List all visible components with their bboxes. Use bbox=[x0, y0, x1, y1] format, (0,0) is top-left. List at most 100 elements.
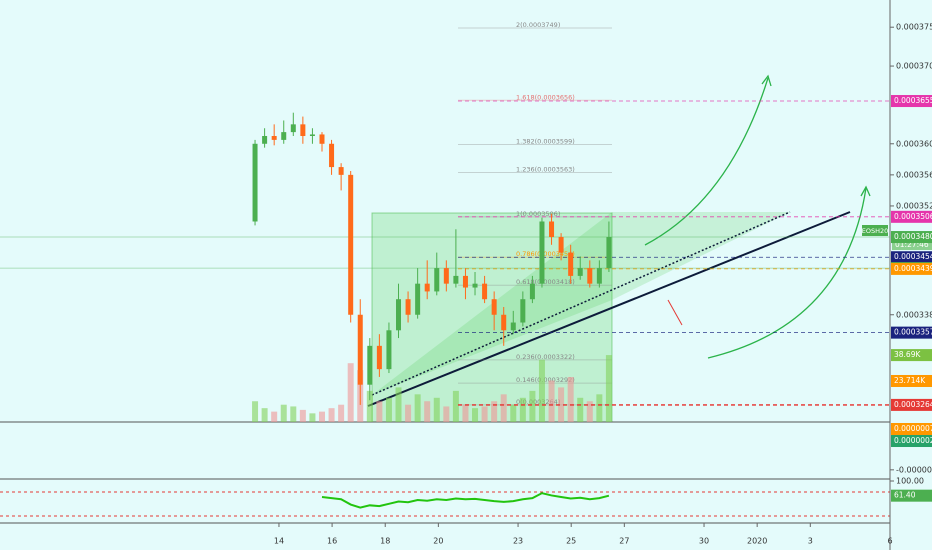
fib-label: 1.382(0.0003599) bbox=[516, 138, 575, 146]
candle-body bbox=[300, 124, 306, 137]
candle-body bbox=[348, 174, 354, 315]
price-tag bbox=[891, 231, 932, 244]
arrow-head bbox=[860, 185, 871, 197]
volume-bar bbox=[529, 390, 536, 422]
price-tag bbox=[891, 95, 932, 108]
volume-bar bbox=[271, 411, 278, 422]
price-tag-label: 0.0003264 bbox=[894, 400, 932, 409]
volume-bar bbox=[405, 404, 412, 422]
price-tag bbox=[891, 262, 932, 275]
fib-label: 1(0.0003506) bbox=[516, 210, 560, 218]
candle-body bbox=[491, 299, 497, 315]
arrow-up bbox=[644, 77, 769, 246]
x-tick-label: 3 bbox=[808, 537, 813, 546]
fib-label: 0.236(0.0003322) bbox=[516, 353, 575, 361]
volume-bar bbox=[395, 387, 402, 422]
volume-bar bbox=[414, 394, 421, 422]
price-tag-label: 38.69K bbox=[894, 350, 921, 359]
candle-body bbox=[319, 134, 325, 144]
x-tick-label: 6 bbox=[887, 537, 892, 546]
volume-bar bbox=[376, 401, 383, 422]
symbol: EOSH20 bbox=[862, 227, 889, 235]
candle-body bbox=[405, 299, 411, 315]
candle-body bbox=[558, 237, 564, 253]
candle-body bbox=[357, 314, 363, 385]
volume-bar bbox=[338, 404, 345, 422]
volume-bar bbox=[519, 397, 526, 422]
volume-bar bbox=[462, 404, 469, 422]
price-tag bbox=[891, 210, 932, 223]
candle-body bbox=[338, 167, 344, 175]
candle-body bbox=[529, 283, 535, 300]
x-tick-label: 20 bbox=[433, 537, 443, 546]
candle-body bbox=[252, 143, 258, 222]
candle-body bbox=[262, 136, 268, 144]
volume-bar bbox=[481, 406, 488, 422]
candle-body bbox=[290, 124, 296, 133]
candle-body bbox=[501, 314, 507, 331]
volume-bar bbox=[290, 406, 297, 422]
candle-body bbox=[281, 132, 287, 140]
price-tag bbox=[891, 349, 932, 362]
candle-body bbox=[539, 221, 545, 284]
candle-body bbox=[577, 268, 583, 276]
volume-bar bbox=[328, 408, 335, 422]
volume-bar bbox=[538, 359, 545, 422]
volume-bar bbox=[261, 408, 268, 422]
volume-bar bbox=[443, 406, 450, 422]
x-tick-label: 25 bbox=[566, 537, 576, 546]
volume-bar bbox=[596, 394, 603, 422]
fib-label: 0(0.0003264) bbox=[516, 398, 560, 406]
trend-line bbox=[367, 211, 851, 407]
rsi-line bbox=[321, 492, 610, 509]
price-tag bbox=[891, 398, 932, 411]
candle-body bbox=[510, 322, 516, 331]
arrow-head bbox=[761, 74, 772, 87]
price-tag-label: 0.0003480 bbox=[894, 232, 932, 241]
price-tag-label: 61.40 bbox=[894, 491, 916, 500]
price-tag bbox=[891, 326, 932, 339]
volume-bar bbox=[318, 411, 325, 422]
price-tag-label: 0.0000007 bbox=[894, 424, 932, 433]
candle-body bbox=[462, 275, 468, 288]
price-tag-label: 0.0003454 bbox=[894, 252, 932, 261]
candle-body bbox=[549, 221, 555, 238]
price-tag-label: 23.714K bbox=[894, 376, 926, 385]
price-tag bbox=[891, 374, 932, 387]
candle-body bbox=[271, 136, 277, 140]
candle-body bbox=[568, 252, 574, 276]
candle-body bbox=[443, 268, 449, 284]
candle-body bbox=[520, 299, 526, 323]
candle-body bbox=[434, 268, 440, 292]
volume-bar bbox=[500, 394, 507, 422]
price-tag-label: 0.0000002 bbox=[894, 436, 932, 445]
volume-bar bbox=[567, 377, 574, 422]
volume-bar bbox=[385, 397, 392, 422]
price-tag bbox=[891, 251, 932, 264]
volume-bar bbox=[605, 355, 612, 422]
y-tick-label: 0.0003380 bbox=[896, 310, 932, 319]
volume-bar bbox=[452, 390, 459, 422]
fib-label: 1.236(0.0003563) bbox=[516, 166, 575, 174]
volume-bar bbox=[366, 390, 373, 422]
volume-bar bbox=[299, 409, 306, 422]
price-tag-label: 0.0003357 bbox=[894, 328, 932, 337]
volume-bar bbox=[491, 401, 498, 422]
candle-body bbox=[367, 345, 373, 385]
price-tag-label: 0.0003655 bbox=[894, 96, 932, 105]
candle-body bbox=[415, 283, 421, 315]
arrow-up bbox=[707, 187, 867, 359]
y-tick-label: 100.00 bbox=[896, 477, 924, 486]
volume-bar bbox=[548, 380, 555, 422]
fib-label: 0.618(0.0003418) bbox=[516, 278, 575, 286]
symbol-tag bbox=[862, 225, 888, 236]
candle-body bbox=[376, 345, 382, 370]
dotted-trend bbox=[371, 211, 791, 396]
price-tag bbox=[891, 489, 932, 502]
price-tag bbox=[891, 423, 932, 436]
volume-bar bbox=[424, 401, 431, 422]
candle-body bbox=[453, 275, 459, 284]
